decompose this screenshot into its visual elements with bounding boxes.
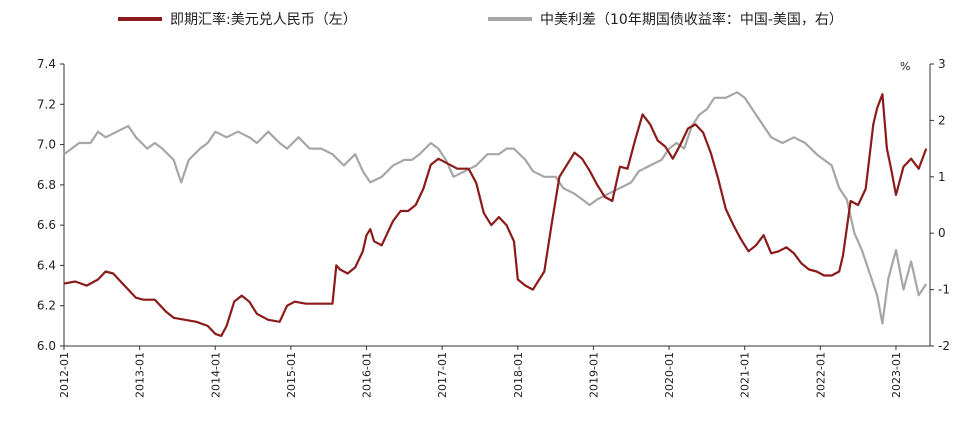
left-tick-label: 6.0 xyxy=(37,339,56,353)
right-tick-label: 1 xyxy=(938,170,946,184)
x-tick-label: 2015-01 xyxy=(285,352,298,398)
x-tick-label: 2021-01 xyxy=(739,352,752,398)
series-layer xyxy=(63,91,928,337)
legend-label-spread: 中美利差（10年期国债收益率：中国-美国，右） xyxy=(540,12,843,28)
right-tick-label: 0 xyxy=(938,226,946,240)
x-tick-label: 2023-01 xyxy=(890,352,903,398)
x-tick-label: 2022-01 xyxy=(814,352,827,398)
legend-swatch-usdcny xyxy=(118,17,162,21)
axes: 6.0 6.2 6.4 6.6 6.8 7.0 7.2 7.4 -2 -1 0 1 2 3% 2012-01… xyxy=(37,57,950,398)
left-tick-label: 7.4 xyxy=(37,57,56,71)
right-tick-label: -2 xyxy=(938,339,950,353)
right-axis-unit: % xyxy=(900,60,910,73)
right-tick-label: 2 xyxy=(938,113,946,127)
left-tick-label: 6.6 xyxy=(37,218,56,232)
left-tick-label: 7.0 xyxy=(37,138,56,152)
x-tick-label: 2014-01 xyxy=(209,352,222,398)
series-line-usdcny xyxy=(63,93,928,337)
legend-label-usdcny: 即期汇率:美元兑人民币（左） xyxy=(170,12,357,28)
left-tick-label: 6.8 xyxy=(37,178,56,192)
x-tick-label: 2018-01 xyxy=(512,352,525,398)
x-tick-label: 2017-01 xyxy=(436,352,449,398)
x-tick-label: 2016-01 xyxy=(361,352,374,398)
x-tick-label: 2020-01 xyxy=(663,352,676,398)
x-tick-label: 2019-01 xyxy=(587,352,600,398)
left-tick-label: 7.2 xyxy=(37,97,56,111)
legend-swatch-spread xyxy=(488,17,532,21)
legend-item-spread: 中美利差（10年期国债收益率：中国-美国，右） xyxy=(488,6,843,32)
left-tick-label: 6.2 xyxy=(37,299,56,313)
x-tick-label: 2012-01 xyxy=(58,352,71,398)
series-line-spread xyxy=(63,91,928,325)
right-tick-label: 3 xyxy=(938,57,946,71)
left-tick-label: 6.4 xyxy=(37,258,56,272)
right-tick-label: -1 xyxy=(938,283,950,297)
legend: 即期汇率:美元兑人民币（左） 中美利差（10年期国债收益率：中国-美国，右） xyxy=(0,6,970,32)
x-tick-label: 2013-01 xyxy=(134,352,147,398)
legend-item-usdcny: 即期汇率:美元兑人民币（左） xyxy=(118,6,357,32)
